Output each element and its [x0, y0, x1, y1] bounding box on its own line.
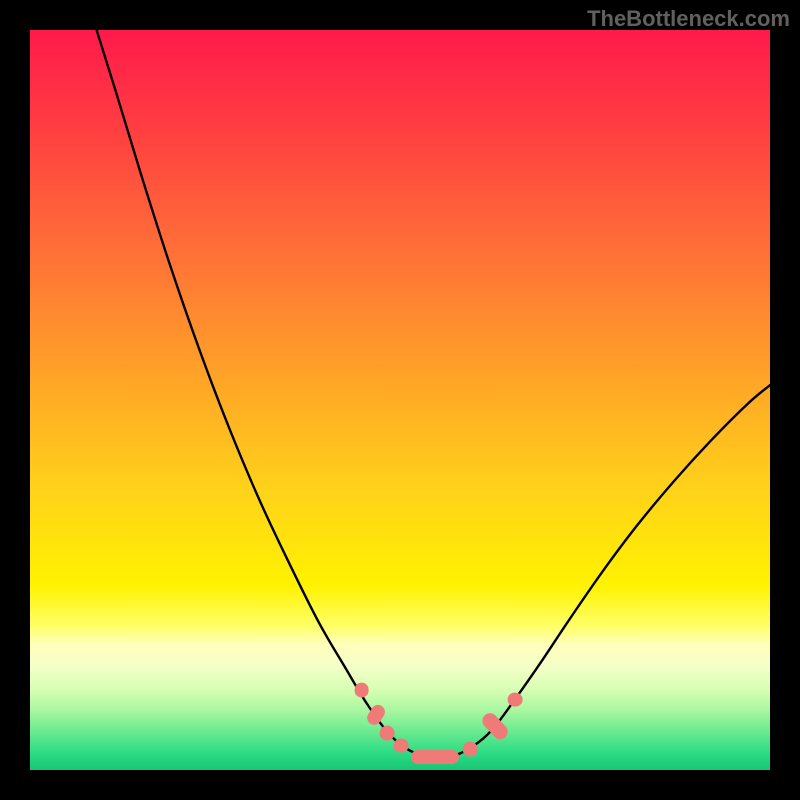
curve-left	[97, 30, 445, 757]
curve-marker	[394, 738, 409, 753]
chart-container: TheBottleneck.com	[0, 0, 800, 800]
curve-right	[444, 385, 770, 756]
curve-marker	[411, 750, 459, 764]
curve-layer	[30, 30, 770, 770]
plot-area	[30, 30, 770, 770]
attribution-text: TheBottleneck.com	[587, 6, 790, 32]
curve-marker	[354, 683, 369, 698]
curve-marker	[463, 742, 478, 757]
curve-marker	[508, 692, 523, 707]
curve-marker	[380, 726, 395, 741]
